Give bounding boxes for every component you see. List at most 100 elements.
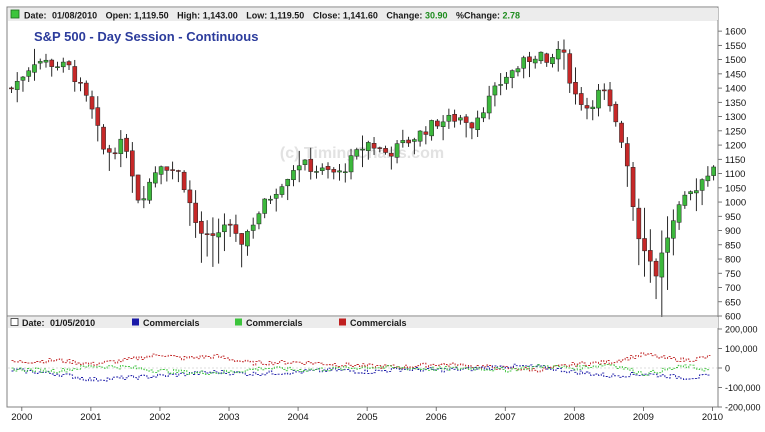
legend-swatch-green bbox=[235, 318, 242, 326]
candle-down bbox=[181, 170, 187, 193]
y-tick-label: 1000 bbox=[725, 198, 746, 209]
candle-up bbox=[302, 159, 308, 171]
candle-down bbox=[193, 190, 198, 238]
cot-y-tick-label: 200,000 bbox=[725, 325, 758, 335]
candle-up bbox=[671, 209, 676, 256]
candle-up bbox=[417, 130, 423, 147]
candle-up bbox=[555, 41, 561, 72]
cot-y-tick-label: 0 bbox=[725, 364, 730, 374]
candle-down bbox=[578, 87, 584, 111]
candle-up bbox=[475, 110, 480, 137]
cot-series-blue bbox=[11, 363, 711, 382]
candle-down bbox=[124, 133, 129, 159]
candle-down bbox=[227, 219, 233, 237]
candle-up bbox=[458, 114, 463, 125]
candle-down bbox=[72, 59, 78, 92]
candle-up bbox=[676, 201, 682, 230]
candle-up bbox=[590, 100, 596, 121]
cot-legend: Commercials Commercials Commercials bbox=[132, 318, 407, 328]
x-tick-label: 2009 bbox=[633, 412, 654, 423]
y-tick-label: 900 bbox=[725, 226, 741, 237]
candle-up bbox=[26, 67, 32, 82]
candle-up bbox=[429, 119, 434, 141]
candle-down bbox=[544, 52, 550, 67]
candle-up bbox=[153, 166, 158, 188]
y-tick-label: 1600 bbox=[725, 27, 746, 38]
candle-down bbox=[463, 114, 469, 138]
candle-up bbox=[481, 107, 486, 123]
candle-up bbox=[394, 140, 400, 164]
y-tick-label: 700 bbox=[725, 283, 741, 294]
candle-up bbox=[699, 178, 705, 206]
x-tick-label: 2004 bbox=[288, 412, 309, 423]
candle-down bbox=[435, 119, 440, 129]
candle-down bbox=[331, 167, 337, 180]
candle-up bbox=[688, 190, 693, 201]
candle-down bbox=[642, 207, 647, 277]
y-tick-label: 1550 bbox=[725, 41, 746, 52]
x-tick-label: 2000 bbox=[11, 412, 32, 423]
candle-down bbox=[561, 39, 567, 70]
y-tick-label: 1150 bbox=[725, 155, 745, 166]
x-tick-label: 2010 bbox=[702, 412, 723, 423]
y-tick-label: 1250 bbox=[725, 126, 746, 137]
x-axis: 2000 2001 2002 2003 2004 2005 2006 2007 2008 2009… bbox=[11, 407, 723, 423]
candle-up bbox=[498, 73, 503, 96]
candle-up bbox=[14, 72, 20, 103]
candle-down bbox=[406, 136, 411, 147]
candle-down bbox=[469, 121, 475, 140]
candle-down bbox=[187, 180, 193, 226]
y-tick-label: 1500 bbox=[725, 55, 746, 66]
candle-up bbox=[446, 108, 452, 129]
candle-up bbox=[43, 53, 49, 68]
candle-up bbox=[147, 178, 152, 204]
candle-up bbox=[521, 55, 527, 79]
legend-swatch-red bbox=[339, 318, 346, 326]
y-tick-label: 850 bbox=[725, 240, 741, 251]
y-tick-label: 1300 bbox=[725, 112, 746, 123]
candle-down bbox=[95, 96, 101, 142]
cot-y-tick-label: 100,000 bbox=[725, 344, 758, 354]
x-tick-label: 2006 bbox=[426, 412, 447, 423]
price-y-axis: 600 650 700 750 800 850 900 950 1000 1050 1100 1150… bbox=[717, 20, 746, 323]
candle-up bbox=[291, 165, 296, 187]
candle-down bbox=[199, 211, 204, 263]
candle-down bbox=[624, 137, 630, 187]
legend-label-green: Commercials bbox=[246, 318, 303, 328]
series-swatch bbox=[10, 9, 20, 19]
y-tick-label: 1350 bbox=[725, 98, 746, 109]
candle-up bbox=[354, 147, 360, 160]
candle-down bbox=[78, 77, 83, 92]
candle-down bbox=[423, 126, 429, 145]
candle-up bbox=[285, 178, 291, 201]
y-tick-label: 1050 bbox=[725, 183, 746, 194]
candle-up bbox=[141, 186, 147, 209]
candle-up bbox=[492, 82, 498, 107]
cot-swatch bbox=[10, 318, 19, 326]
candle-up bbox=[440, 115, 446, 141]
candle-up bbox=[665, 216, 670, 290]
candle-down bbox=[9, 86, 14, 94]
candle-up bbox=[319, 163, 325, 175]
candle-down bbox=[377, 146, 383, 153]
price-header: Date: 01/08/2010 Open: 1,119.50 High: 1,… bbox=[8, 8, 718, 21]
y-tick-label: 950 bbox=[725, 212, 741, 223]
candle-up bbox=[250, 217, 256, 239]
x-tick-label: 2003 bbox=[218, 412, 239, 423]
candle-down bbox=[619, 120, 624, 149]
y-tick-label: 1200 bbox=[725, 141, 746, 152]
candle-down bbox=[647, 229, 653, 283]
candle-up bbox=[296, 150, 302, 183]
candle-up bbox=[682, 191, 688, 209]
candle-down bbox=[601, 83, 607, 100]
candle-down bbox=[527, 51, 532, 78]
candle-down bbox=[636, 198, 642, 266]
candle-down bbox=[567, 49, 573, 93]
candle-down bbox=[653, 258, 659, 300]
candle-up bbox=[158, 165, 164, 185]
candle-down bbox=[233, 214, 239, 242]
legend-label-red: Commercials bbox=[350, 318, 407, 328]
candle-down bbox=[210, 217, 216, 267]
candle-down bbox=[452, 109, 457, 128]
candle-down bbox=[607, 82, 613, 112]
